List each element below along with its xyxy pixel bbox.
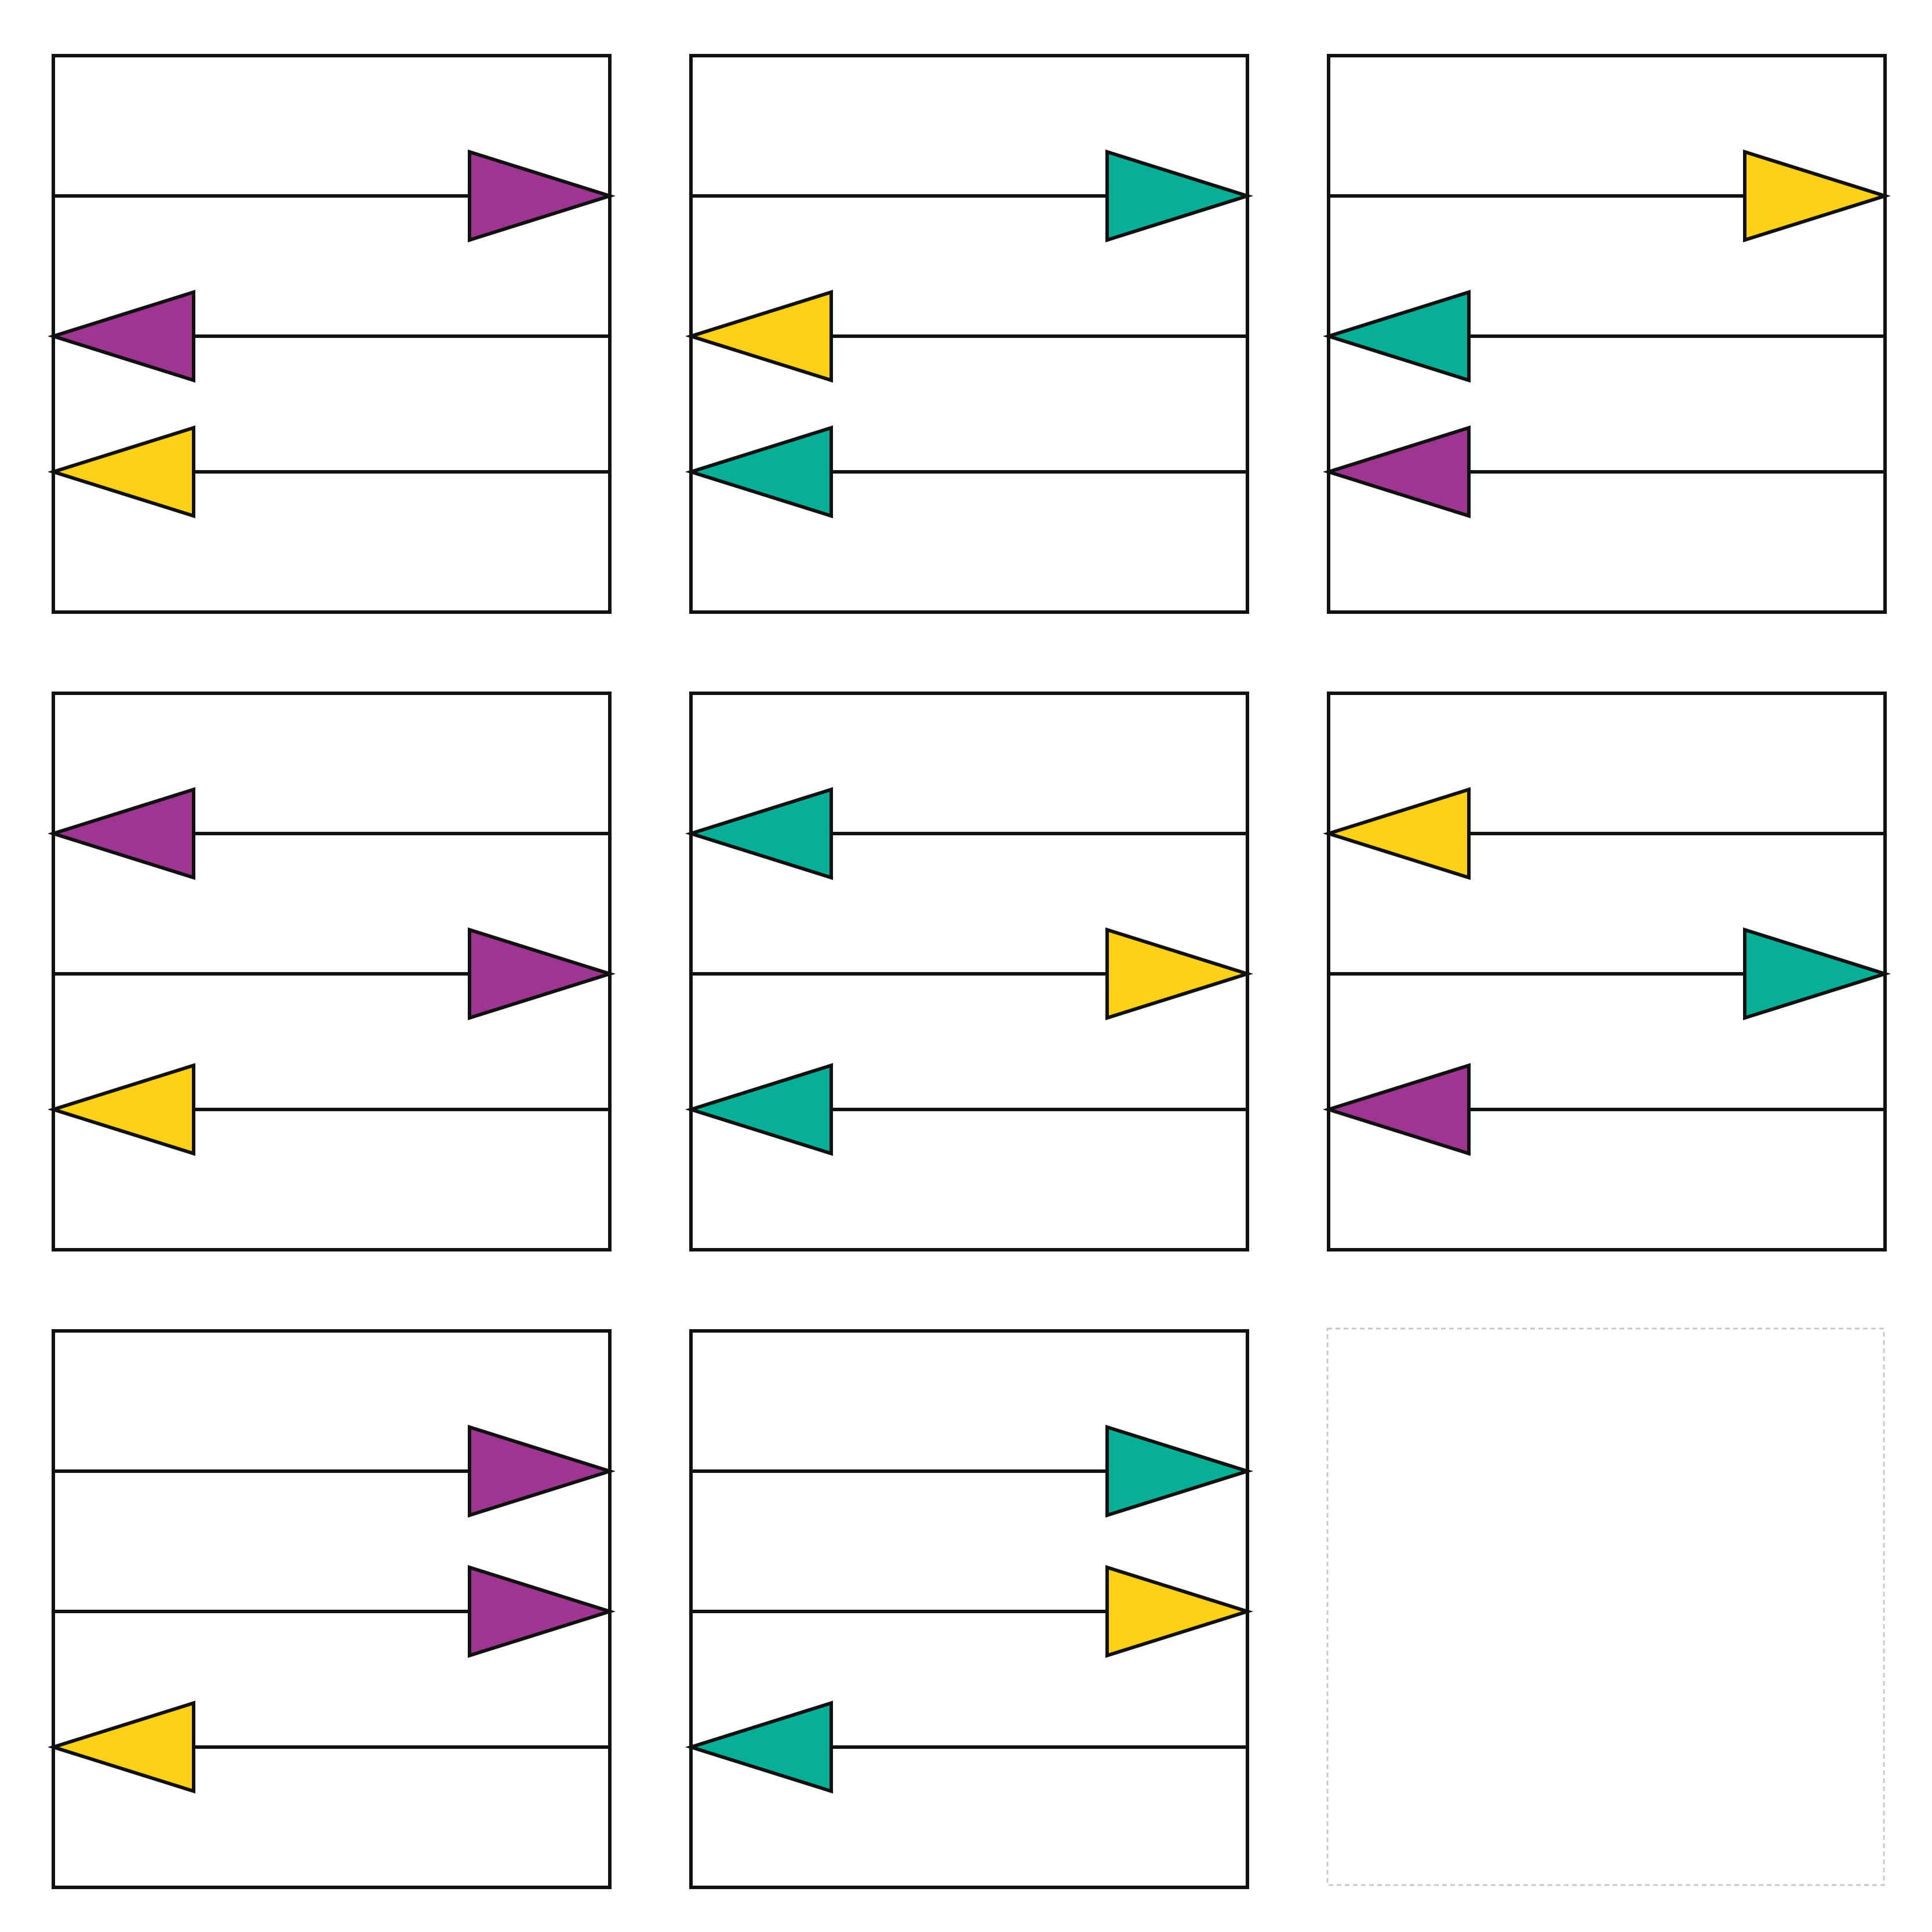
arrow-panel — [47, 1329, 616, 1889]
arrow-head-purple — [47, 787, 195, 881]
right-arrow-yellow — [1329, 149, 1891, 243]
arrow-head-teal — [685, 1063, 833, 1156]
arrow-head-yellow — [1105, 927, 1254, 1021]
panel-frame — [52, 1329, 612, 1889]
left-arrow-purple — [47, 787, 610, 881]
left-arrow-yellow — [1322, 787, 1885, 881]
panel-frame — [1327, 54, 1887, 614]
right-arrow-purple — [53, 149, 616, 243]
arrow-head-yellow — [47, 425, 195, 519]
arrow-head-purple — [468, 1424, 616, 1518]
left-arrow-teal — [685, 1700, 1247, 1794]
arrow-head-yellow — [1105, 1564, 1254, 1658]
arrow-head-purple — [1322, 1063, 1471, 1156]
arrow-panel — [685, 1329, 1254, 1889]
arrow-panel — [47, 54, 616, 614]
left-arrow-purple — [47, 289, 610, 383]
arrow-head-teal — [1322, 289, 1471, 383]
left-arrow-purple — [1322, 1063, 1885, 1156]
arrow-head-yellow — [685, 289, 833, 383]
arrow-panel — [1322, 692, 1891, 1251]
panel-frame — [52, 54, 612, 614]
left-arrow-yellow — [47, 1063, 610, 1156]
left-arrow-purple — [1322, 425, 1885, 519]
right-arrow-teal — [1329, 927, 1891, 1021]
right-arrow-purple — [53, 927, 616, 1021]
arrow-panel — [1322, 54, 1891, 614]
arrow-head-purple — [468, 149, 616, 243]
left-arrow-yellow — [685, 289, 1247, 383]
arrow-head-teal — [685, 787, 833, 881]
arrow-head-teal — [685, 425, 833, 519]
arrow-head-yellow — [1322, 787, 1471, 881]
panel-frame — [52, 692, 612, 1251]
right-arrow-purple — [53, 1564, 616, 1658]
panel-frame — [689, 1329, 1249, 1889]
empty-panel — [1326, 1327, 1885, 1886]
arrow-head-teal — [685, 1700, 833, 1794]
left-arrow-teal — [1322, 289, 1885, 383]
arrow-head-teal — [1105, 1424, 1254, 1518]
empty-panel-outline — [1326, 1327, 1885, 1886]
arrow-panel — [685, 54, 1254, 614]
right-arrow-yellow — [691, 1564, 1254, 1658]
left-arrow-teal — [685, 787, 1247, 881]
right-arrow-yellow — [691, 927, 1254, 1021]
panel-frame — [689, 692, 1249, 1251]
arrow-head-teal — [1743, 927, 1891, 1021]
arrow-head-yellow — [47, 1063, 195, 1156]
left-arrow-teal — [685, 1063, 1247, 1156]
arrow-panel — [685, 692, 1254, 1251]
left-arrow-teal — [685, 425, 1247, 519]
arrow-panel — [47, 692, 616, 1251]
right-arrow-teal — [691, 149, 1254, 243]
panel-frame — [689, 54, 1249, 614]
left-arrow-yellow — [47, 425, 610, 519]
arrow-head-yellow — [47, 1700, 195, 1794]
arrow-head-purple — [47, 289, 195, 383]
right-arrow-teal — [691, 1424, 1254, 1518]
left-arrow-yellow — [47, 1700, 610, 1794]
arrow-head-teal — [1105, 149, 1254, 243]
arrow-head-purple — [1322, 425, 1471, 519]
arrow-head-purple — [468, 1564, 616, 1658]
arrow-head-yellow — [1743, 149, 1891, 243]
arrow-head-purple — [468, 927, 616, 1021]
panel-frame — [1327, 692, 1887, 1251]
right-arrow-purple — [53, 1424, 616, 1518]
